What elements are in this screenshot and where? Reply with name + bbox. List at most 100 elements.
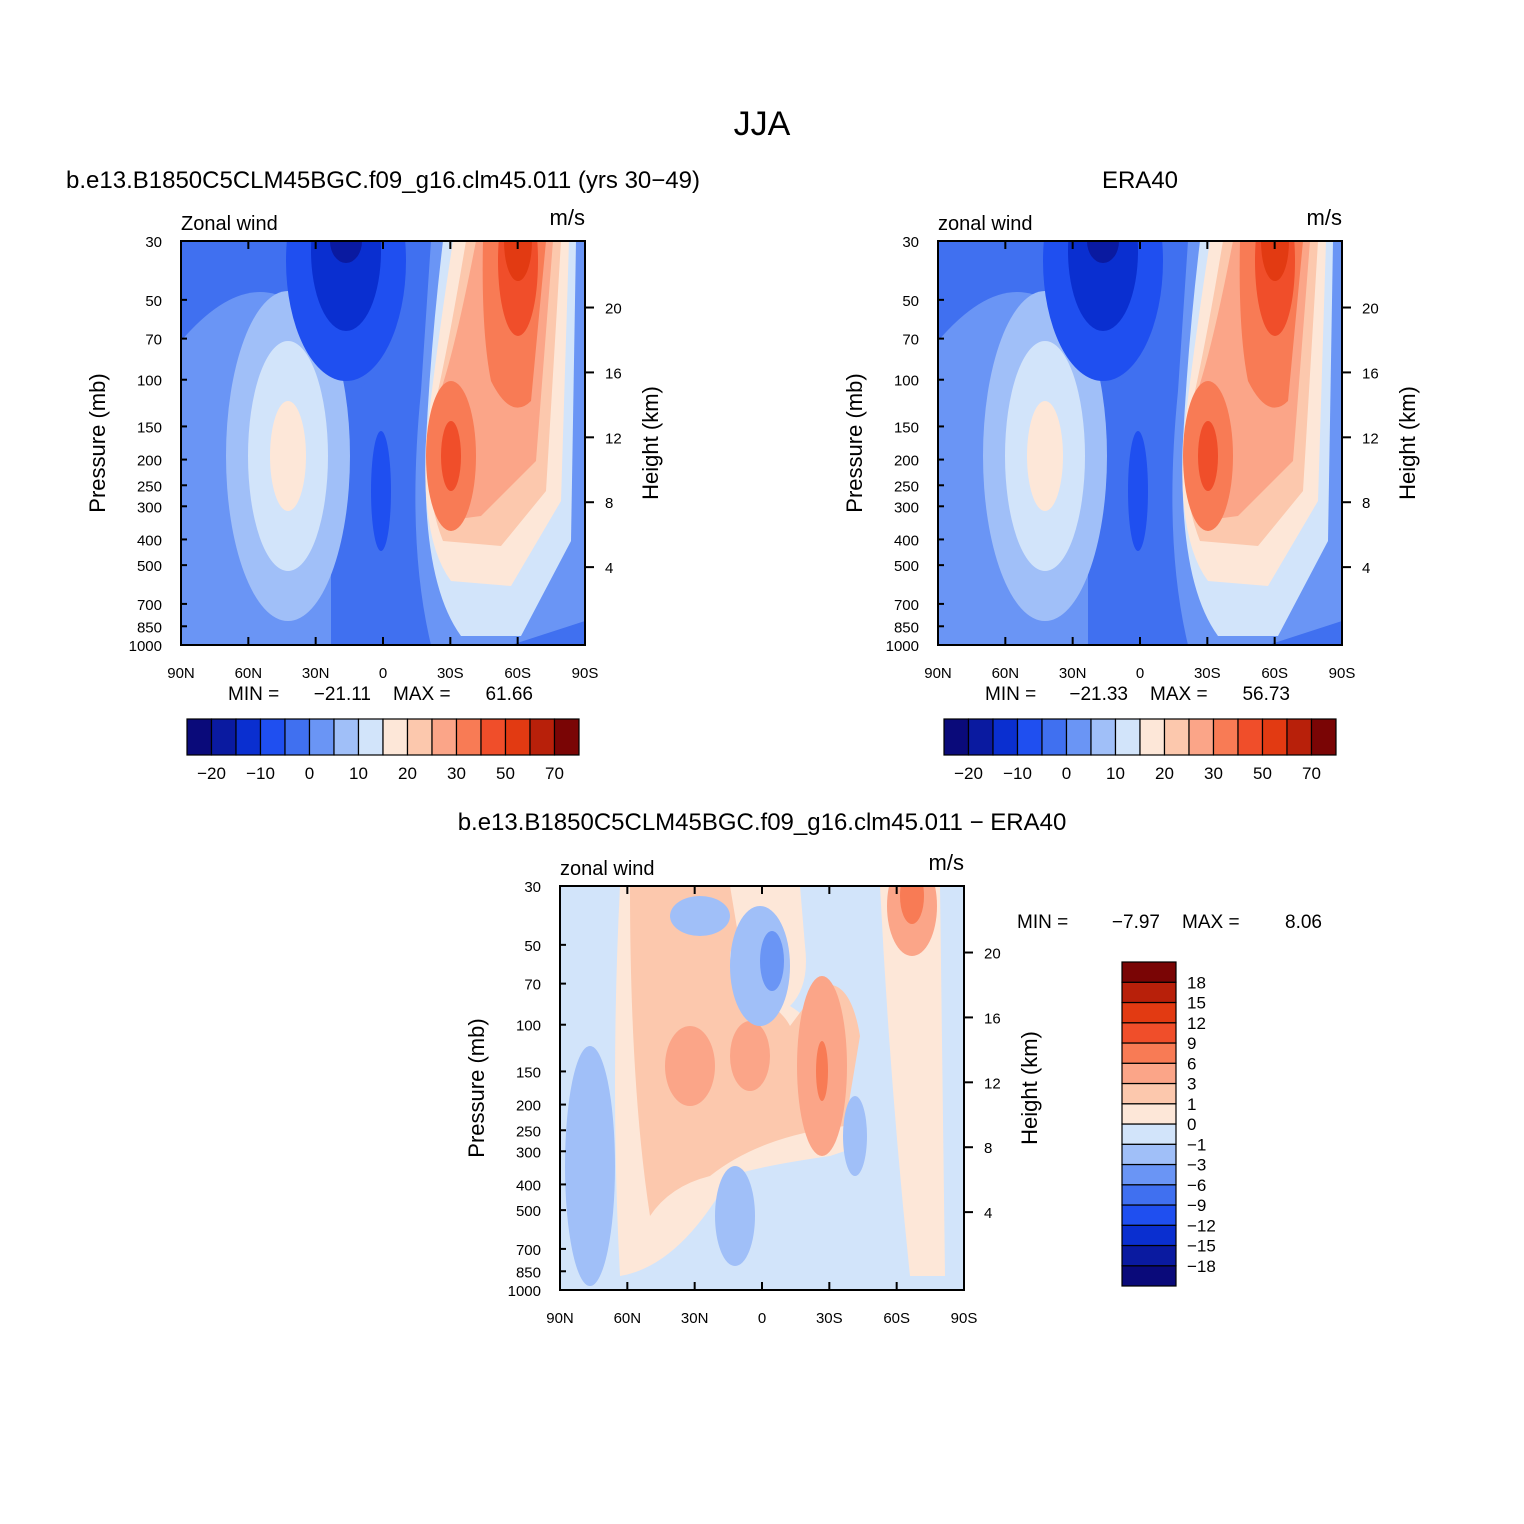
y2-tick-label: 8: [984, 1140, 992, 1157]
colorbar-label: −10: [246, 764, 275, 783]
colorbar-box: [1121, 1163, 1177, 1186]
y-tick-label: 250: [516, 1123, 541, 1140]
x-tick-label: 90N: [546, 1310, 574, 1327]
panel-title: b.e13.B1850C5CLM45BGC.f09_g16.clm45.011 …: [458, 809, 1067, 836]
y-axis-label: Pressure (mb): [85, 373, 110, 512]
y-tick-label: 150: [516, 1064, 541, 1081]
colorbar-box: [1121, 1042, 1177, 1064]
colorbar-label: −9: [1187, 1196, 1206, 1215]
y-tick-label: 200: [894, 453, 919, 470]
colorbar-box: [1121, 1224, 1177, 1247]
colorbar-label: −1: [1187, 1135, 1206, 1154]
y-tick-label: 300: [516, 1144, 541, 1161]
x-tick-label: 30S: [437, 665, 464, 682]
y-tick-label: 50: [902, 293, 919, 310]
y-tick-label: 150: [894, 419, 919, 436]
y-tick-label: 500: [137, 558, 162, 575]
y-axis-label: Pressure (mb): [842, 373, 867, 512]
y2-tick-label: 8: [605, 495, 613, 512]
colorbar-box: [553, 718, 580, 756]
colorbar-box: [1041, 718, 1068, 756]
colorbar-label: −20: [954, 764, 983, 783]
min-value: −21.33: [1069, 684, 1128, 705]
colorbar-box: [406, 718, 433, 756]
colorbar-label: −10: [1003, 764, 1032, 783]
y-tick-label: 700: [137, 597, 162, 614]
variable-label: zonal wind: [938, 213, 1033, 235]
colorbar-box: [1065, 718, 1092, 756]
y-tick-label: 70: [145, 332, 162, 349]
y2-tick-label: 20: [984, 946, 1001, 963]
y-tick-label: 100: [137, 373, 162, 390]
panel-title: b.e13.B1850C5CLM45BGC.f09_g16.clm45.011 …: [66, 167, 700, 194]
y2-axis-label: Height (km): [1017, 1031, 1042, 1145]
x-tick-label: 30N: [681, 1310, 709, 1327]
colorbar-box: [1121, 1022, 1177, 1044]
colorbar-box: [308, 718, 335, 756]
colorbar-label: −20: [197, 764, 226, 783]
y-tick-label: 100: [516, 1018, 541, 1035]
y-tick-label: 700: [516, 1242, 541, 1259]
x-tick-label: 30N: [1059, 665, 1087, 682]
colorbar-box: [943, 718, 970, 756]
y-tick-label: 850: [137, 619, 162, 636]
colorbar-label: 50: [1253, 764, 1272, 783]
max-label: MAX =: [1182, 912, 1240, 933]
colorbar-box: [1121, 1204, 1177, 1226]
contour-field: [560, 886, 964, 1290]
y2-tick-label: 4: [984, 1205, 992, 1222]
y-tick-label: 500: [894, 558, 919, 575]
colorbar-box: [1121, 1062, 1177, 1085]
colorbar-box: [480, 718, 507, 756]
colorbar-box: [1121, 1123, 1177, 1145]
colorbar-box: [1121, 1184, 1177, 1206]
x-tick-label: 60S: [883, 1310, 910, 1327]
max-label: MAX =: [1150, 684, 1208, 705]
min-label: MIN =: [985, 684, 1036, 705]
y2-tick-label: 12: [605, 430, 622, 447]
max-value: 56.73: [1242, 684, 1290, 705]
colorbar-box: [1090, 718, 1117, 756]
panel-title: ERA40: [1102, 167, 1178, 194]
colorbar-label: 1: [1187, 1095, 1196, 1114]
x-tick-label: 60N: [614, 1310, 642, 1327]
units-label: m/s: [929, 850, 964, 875]
x-tick-label: 90S: [1329, 665, 1356, 682]
colorbar-box: [259, 718, 286, 756]
colorbar-box: [235, 718, 262, 756]
colorbar-box: [1286, 718, 1313, 756]
y2-tick-label: 16: [1362, 365, 1379, 382]
colorbar-label: 30: [447, 764, 466, 783]
x-tick-label: 90S: [951, 1310, 978, 1327]
y2-tick-label: 16: [605, 365, 622, 382]
x-tick-label: 0: [1136, 665, 1144, 682]
variable-label: Zonal wind: [181, 213, 278, 235]
y2-tick-label: 4: [605, 560, 613, 577]
colorbar-label: 6: [1187, 1054, 1196, 1073]
y-tick-label: 200: [137, 453, 162, 470]
colorbar-box: [382, 718, 409, 756]
colorbar-box: [1114, 718, 1141, 756]
max-label: MAX =: [393, 684, 451, 705]
x-tick-label: 60S: [1261, 665, 1288, 682]
colorbar-label: −6: [1187, 1176, 1206, 1195]
units-label: m/s: [550, 205, 585, 230]
y-axis-label: Pressure (mb): [464, 1018, 489, 1157]
colorbar-box: [1121, 1143, 1177, 1166]
y2-tick-label: 20: [1362, 301, 1379, 318]
y-tick-label: 300: [137, 499, 162, 516]
colorbar-box: [1121, 981, 1177, 1004]
colorbar-label: 12: [1187, 1014, 1206, 1033]
y-tick-label: 150: [137, 419, 162, 436]
colorbar-box: [357, 718, 384, 756]
y-tick-label: 200: [516, 1098, 541, 1115]
y-tick-label: 100: [894, 373, 919, 390]
max-value: 61.66: [485, 684, 533, 705]
colorbar-box: [504, 718, 531, 756]
colorbar-box: [1121, 1001, 1177, 1024]
colorbar-box: [1237, 718, 1264, 756]
colorbar-label: 9: [1187, 1034, 1196, 1053]
colorbar-box: [431, 718, 458, 756]
x-tick-label: 30S: [816, 1310, 843, 1327]
max-value: 8.06: [1285, 912, 1322, 933]
